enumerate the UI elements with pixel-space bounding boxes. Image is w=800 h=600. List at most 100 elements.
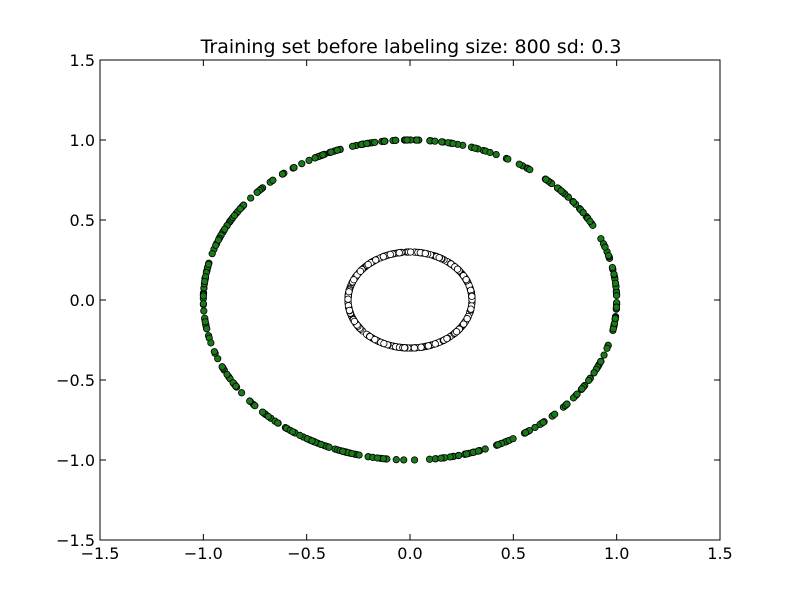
data-point [486,148,494,157]
data-point [455,451,463,460]
y-tick-label: 0.5 [70,211,95,230]
data-point [531,423,539,432]
data-point [406,248,415,256]
data-point [278,170,287,178]
data-point [264,412,272,421]
x-tick-label: 0.0 [397,544,422,563]
data-point [210,348,219,356]
data-point [380,137,389,145]
data-point [371,335,379,344]
data-point [325,443,333,451]
data-point [221,225,229,233]
series-outer-circle [199,136,621,464]
y-tick-label: −1.0 [56,451,95,470]
y-tick-label: 0.0 [70,291,95,310]
data-point [379,253,387,261]
data-point [348,449,356,458]
data-point [611,314,619,323]
data-point [391,136,400,144]
data-point [253,188,261,196]
data-point [373,454,381,462]
data-point [586,217,594,225]
y-tick-label: −0.5 [56,371,95,390]
data-point [200,307,208,315]
data-point [604,251,613,260]
data-point [492,150,500,159]
data-point [542,175,550,184]
data-point [379,455,387,463]
data-point [290,164,298,172]
data-point [601,243,609,251]
x-tick-label: −1.5 [81,544,120,563]
data-point [413,136,421,144]
data-point [438,138,446,146]
data-point [603,344,611,352]
data-point [223,370,231,379]
data-point [462,450,471,458]
data-point [578,385,586,393]
data-point [246,397,254,405]
data-point [610,270,618,278]
data-point [218,363,226,371]
data-point [463,315,471,323]
data-point [208,250,216,258]
data-point [214,355,222,363]
data-point [569,198,578,206]
data-point [269,176,277,184]
data-point [600,351,608,359]
y-tick-label: −1.5 [56,531,95,550]
data-point [204,260,213,268]
data-point [435,254,443,262]
data-point [504,155,512,163]
data-point [573,390,581,398]
data-point [344,295,352,303]
data-point [509,435,517,443]
data-point [350,317,359,325]
data-point [350,276,358,284]
data-point [443,334,451,343]
data-point [327,148,335,156]
data-point [289,428,297,436]
data-point [468,292,476,300]
data-point [539,418,547,426]
data-point [199,300,207,308]
data-point [431,340,439,348]
data-point [460,320,468,328]
data-point [612,303,621,311]
data-point [452,328,461,336]
data-point [431,137,439,145]
data-point [557,187,565,195]
x-tick-label: 0.5 [501,544,526,563]
data-point [339,447,347,455]
data-point [526,166,534,174]
data-point [590,369,598,377]
data-point [251,402,259,410]
data-point [563,400,571,408]
data-point [453,265,462,273]
data-point [410,344,418,352]
data-point [449,139,457,148]
data-point [247,194,255,202]
data-point [471,144,479,152]
data-point [296,431,304,439]
series-inner-circle [344,248,476,352]
data-point [585,376,593,385]
x-tick-label: −1.0 [184,544,223,563]
data-point [333,146,341,154]
data-point [214,236,222,244]
data-point [403,136,411,144]
data-point [400,456,408,464]
data-point [481,445,489,453]
data-point [232,382,240,390]
points-layer [199,136,621,464]
plot-frame [99,59,721,541]
data-point [317,440,325,448]
data-point [380,339,388,348]
data-point [236,205,244,213]
data-point [611,279,620,287]
data-point [201,318,209,326]
data-point [298,160,306,168]
data-point [474,447,483,455]
